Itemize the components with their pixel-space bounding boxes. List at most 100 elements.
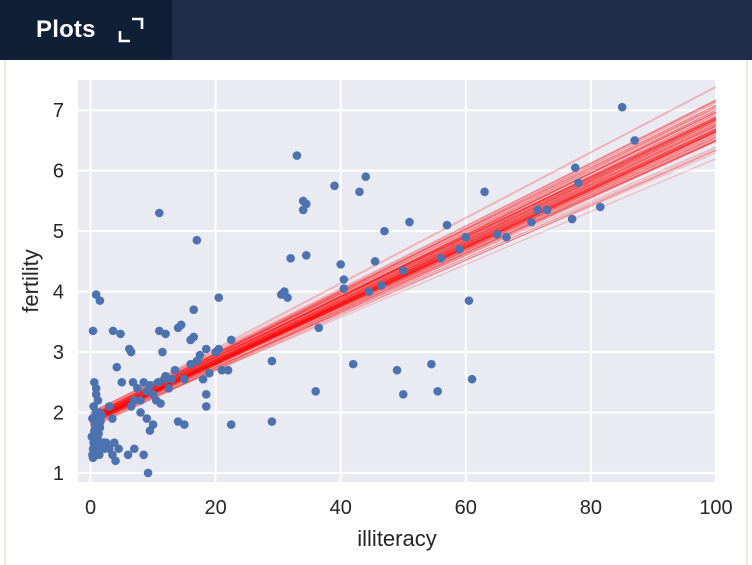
regression-line — [90, 130, 717, 422]
data-point — [117, 377, 127, 387]
data-point — [527, 217, 536, 227]
data-point — [574, 178, 583, 188]
data-point — [129, 444, 139, 454]
data-point — [201, 344, 211, 354]
regression-line — [90, 129, 717, 425]
regression-line — [90, 134, 717, 421]
regression-line — [90, 146, 717, 420]
data-point — [464, 296, 474, 305]
data-point — [314, 323, 324, 333]
regression-line — [90, 136, 717, 421]
data-point — [133, 384, 142, 393]
regression-line — [90, 133, 717, 419]
data-point — [180, 374, 189, 384]
data-point — [143, 468, 153, 478]
x-axis-label: illiteracy — [357, 526, 436, 551]
regression-line — [90, 128, 717, 423]
regression-line — [90, 131, 717, 419]
x-tick-label: 80 — [580, 497, 602, 519]
data-point — [298, 205, 308, 215]
x-tick-label: 60 — [455, 497, 477, 519]
data-point — [195, 350, 205, 360]
data-point — [91, 384, 101, 393]
data-point — [595, 202, 605, 212]
data-point — [136, 408, 145, 417]
regression-line — [90, 130, 717, 422]
data-points — [87, 102, 639, 478]
y-tick-label: 2 — [53, 402, 64, 424]
data-point — [398, 266, 408, 275]
data-point — [283, 293, 292, 302]
data-point — [128, 377, 138, 387]
data-point — [436, 254, 446, 263]
data-point — [214, 344, 224, 354]
y-tick-label: 7 — [53, 100, 64, 122]
regression-line — [90, 132, 717, 422]
y-tick-label: 5 — [53, 221, 64, 243]
regression-line — [90, 100, 717, 420]
regression-line — [90, 149, 717, 427]
data-point — [361, 172, 371, 182]
data-point — [461, 232, 471, 242]
data-point — [192, 235, 202, 245]
regression-line — [90, 111, 717, 419]
data-point — [492, 229, 502, 239]
data-point — [377, 281, 386, 290]
regression-line — [90, 136, 717, 417]
regression-line — [90, 137, 717, 420]
regression-line — [90, 150, 717, 425]
data-point — [380, 226, 389, 236]
tab-plots[interactable]: Plots — [0, 0, 172, 60]
regression-line — [90, 137, 717, 421]
data-point — [542, 205, 552, 215]
data-point — [164, 384, 173, 393]
data-point — [455, 244, 464, 254]
y-tick-label: 4 — [53, 282, 64, 304]
x-tick-label: 20 — [204, 497, 226, 519]
data-point — [155, 208, 164, 218]
data-point — [226, 335, 236, 345]
regression-line — [90, 101, 717, 420]
data-point — [339, 275, 349, 284]
regression-line — [90, 128, 717, 421]
data-point — [214, 293, 224, 302]
data-point — [139, 450, 148, 460]
data-point — [339, 284, 349, 293]
y-tick-label: 3 — [53, 342, 64, 364]
regression-line — [90, 126, 717, 425]
data-point — [160, 374, 169, 384]
data-point — [91, 290, 101, 299]
data-point — [136, 396, 145, 405]
data-point — [108, 326, 118, 336]
y-axis-ticks: 1 2 3 4 5 6 7 — [53, 100, 64, 485]
data-point — [112, 362, 122, 372]
data-point — [145, 380, 155, 390]
data-point — [330, 181, 339, 191]
regression-line — [90, 129, 717, 422]
data-point — [370, 257, 380, 266]
data-point — [89, 402, 98, 411]
data-point — [480, 187, 489, 197]
data-point — [292, 151, 302, 160]
y-axis-label: fertility — [18, 249, 43, 313]
data-point — [348, 359, 358, 369]
regression-line — [90, 131, 717, 422]
regression-line — [90, 130, 717, 425]
regression-line — [90, 130, 717, 424]
regression-line — [90, 139, 717, 422]
data-point — [427, 359, 436, 369]
data-point — [533, 205, 543, 215]
data-point — [126, 347, 136, 357]
x-tick-label: 0 — [85, 497, 96, 519]
regression-line — [90, 106, 717, 420]
expand-icon[interactable] — [118, 17, 144, 43]
data-point — [88, 414, 97, 423]
regression-line — [90, 131, 717, 420]
data-point — [267, 417, 277, 426]
x-axis-ticks: 0 20 40 60 80 100 — [85, 497, 733, 519]
data-point — [201, 390, 211, 399]
tab-plots-label: Plots — [36, 16, 96, 43]
data-point — [108, 414, 117, 423]
y-tick-label: 1 — [53, 463, 64, 485]
data-point — [336, 260, 346, 269]
